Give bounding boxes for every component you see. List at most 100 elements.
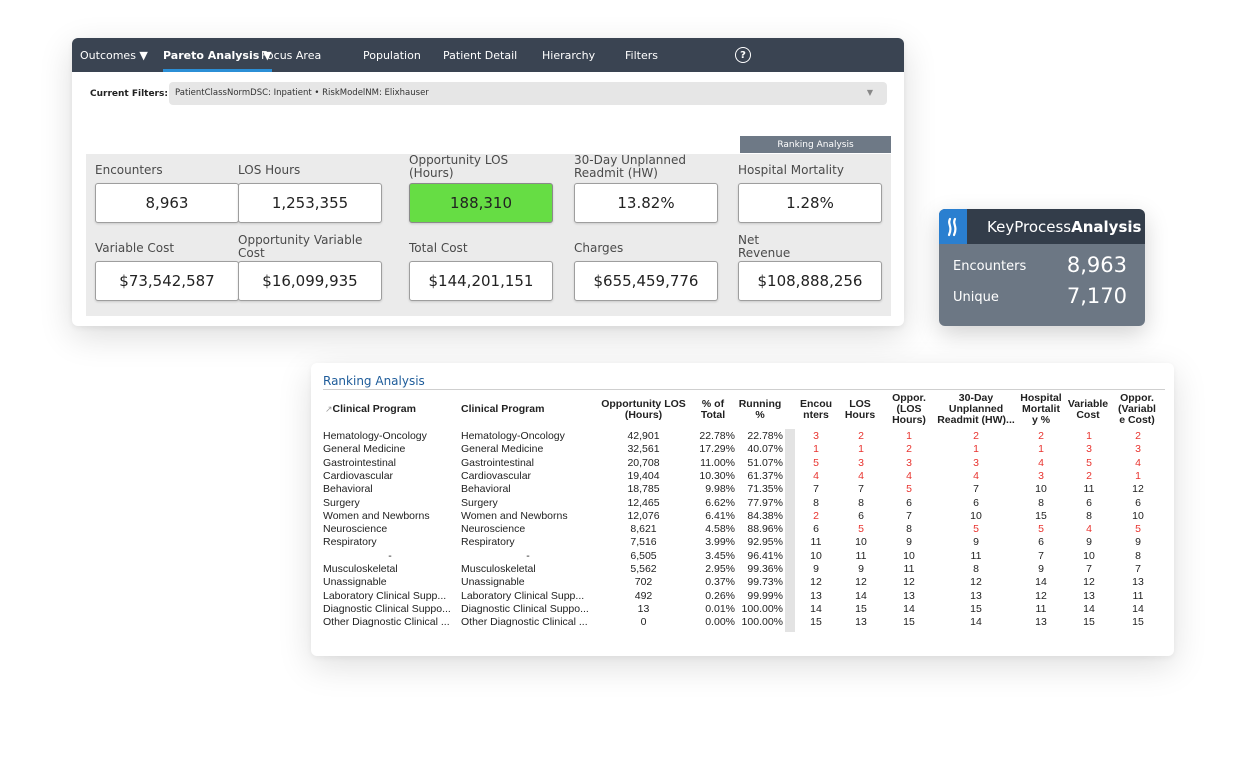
table-cell: 42,901 [627,430,660,442]
header-los-hours[interactable]: LOS Hours [844,398,876,421]
table-row[interactable]: Hematology-Oncology Hematology-Oncology 42… [311,430,1174,444]
table-cell: 12 [970,576,982,589]
table-cell: 6 [973,496,979,509]
table-cell: 14 [1035,576,1047,589]
table-row[interactable]: Neuroscience Neuroscience 8,621 4.58% 88.96%… [311,523,1174,537]
table-row[interactable]: - - 6,505 3.45% 96.41% 10 11 10 11 7 10 8 [311,550,1174,564]
table-cell: 6 [906,496,912,509]
header-oppor-variable-cost[interactable]: Oppor. (Variabl e Cost) [1118,392,1156,426]
table-row[interactable]: Laboratory Clinical Supp... Laboratory Cl… [311,590,1174,604]
table-cell: 0.00% [705,616,735,629]
table-cell: 15 [1035,509,1047,522]
metric-value-los-hours: 1,253,355 [238,183,382,223]
help-icon[interactable]: ? [735,47,751,63]
table-cell: 9 [1086,536,1092,549]
header-clinical-program-2[interactable]: Clinical Program [461,403,545,415]
table-cell: 13 [903,589,915,602]
table-row[interactable]: Diagnostic Clinical Suppo... Diagnostic C… [311,603,1174,617]
table-row[interactable]: Gastrointestinal Gastrointestinal 20,708 11… [311,457,1174,471]
table-cell: Gastrointestinal [323,456,396,469]
table-cell: 2 [1038,430,1044,442]
header-percent-total[interactable]: % of Total [700,398,726,421]
sort-icon[interactable]: ↗ [325,404,333,414]
current-filters: Current Filters: PatientClassNormDSC: In… [72,82,904,106]
nav-outcomes[interactable]: Outcomes ▼ [80,48,148,62]
table-cell: 13 [1132,576,1144,589]
header-clinical-program-1[interactable]: ↗Clinical Program [325,403,416,415]
table-cell: 5 [1086,456,1092,469]
nav-patient-detail[interactable]: Patient Detail [443,48,518,62]
table-cell: 3 [858,456,864,469]
table-cell: 15 [810,616,822,629]
table-cell: Other Diagnostic Clinical ... [461,616,588,629]
table-cell: 32,561 [627,443,660,456]
table-cell: 4 [1086,523,1092,536]
ranking-table-title: Ranking Analysis [323,374,425,388]
table-row[interactable]: General Medicine General Medicine 32,561 17… [311,443,1174,457]
table-cell: 0.26% [705,589,735,602]
table-cell: 9 [858,563,864,575]
table-cell: 8 [973,563,979,575]
table-cell: 100.00% [741,616,783,629]
table-cell: 5,562 [630,563,657,575]
table-cell: Behavioral [323,483,373,496]
nav-focus-area[interactable]: Focus Area [261,48,322,62]
ranking-analysis-tab[interactable]: Ranking Analysis [740,136,891,153]
table-cell: 7,516 [630,536,657,549]
dashboard-panel: Outcomes ▼ Pareto Analysis ▼ Focus Area … [72,38,904,326]
table-row[interactable]: Behavioral Behavioral 18,785 9.98% 71.35% 7 7 5… [311,483,1174,497]
table-cell: 20,708 [627,456,660,469]
table-cell: 10 [1035,483,1047,496]
table-cell: 7 [906,509,912,522]
table-cell: 99.99% [747,589,783,602]
nav-hierarchy[interactable]: Hierarchy [542,48,596,62]
metric-value-readmit: 13.82% [574,183,718,223]
table-cell: 8 [1086,509,1092,522]
header-readmit[interactable]: 30-Day Unplanned Readmit (HW)... [937,392,1015,426]
table-cell: 7 [858,483,864,496]
filters-dropdown[interactable]: PatientClassNormDSC: Inpatient • RiskMod… [169,82,887,105]
table-cell: 8 [858,496,864,509]
header-hospital-mortality[interactable]: Hospital Mortalit y % [1020,392,1062,426]
table-row[interactable]: Other Diagnostic Clinical ... Other Diagn… [311,616,1174,630]
kpa-label-unique: Unique [953,290,999,305]
table-cell: 12 [810,576,822,589]
kpa-header: KeyProcessAnalysis [939,209,1145,244]
table-row[interactable]: Surgery Surgery 12,465 6.62% 77.97% 8 8 6 6 8 6 6 [311,497,1174,511]
table-cell: General Medicine [323,443,406,456]
metric-label-readmit: 30-Day Unplanned Readmit (HW) [574,153,687,180]
header-oppor-los[interactable]: Oppor. (LOS Hours) [892,392,926,426]
table-row[interactable]: Unassignable Unassignable 702 0.37% 99.73% 12… [311,576,1174,590]
table-cell: 61.37% [747,469,783,482]
table-cell: 13 [810,589,822,602]
header-running-percent[interactable]: Running % [738,398,782,421]
table-cell: Surgery [461,496,498,509]
table-cell: 5 [973,523,979,536]
table-cell: 2 [973,430,979,442]
key-process-analysis-card: KeyProcessAnalysis Encounters 8,963 Uniq… [939,209,1145,326]
table-cell: Unassignable [323,576,387,589]
header-opportunity-los[interactable]: Opportunity LOS (Hours) [601,398,686,421]
table-cell: 14 [903,602,915,615]
header-encounters[interactable]: Encou nters [799,398,833,421]
table-cell: 12 [1083,576,1095,589]
table-row[interactable]: Musculoskeletal Musculoskeletal 5,562 2.95%… [311,563,1174,577]
header-variable-cost[interactable]: Variable Cost [1067,398,1109,421]
kpa-label-encounters: Encounters [953,259,1027,274]
table-row[interactable]: Respiratory Respiratory 7,516 3.99% 92.95% 11… [311,536,1174,550]
nav-filters[interactable]: Filters [625,48,658,62]
table-cell: 8 [1135,549,1141,562]
table-cell: 1 [973,443,979,456]
table-cell: 15 [855,602,867,615]
table-cell: 100.00% [741,602,783,615]
table-cell: 2 [813,509,819,522]
nav-population[interactable]: Population [363,48,421,62]
table-cell: 1 [1135,469,1141,482]
table-row[interactable]: Cardiovascular Cardiovascular 19,404 10.30%… [311,470,1174,484]
table-row[interactable]: Women and Newborns Women and Newborns 12,0… [311,510,1174,524]
kpa-value-encounters: 8,963 [1066,253,1127,277]
nav-pareto-analysis[interactable]: Pareto Analysis ▼ [163,38,272,72]
table-cell: 12 [855,576,867,589]
table-cell: 9.98% [705,483,735,496]
table-cell: 71.35% [747,483,783,496]
